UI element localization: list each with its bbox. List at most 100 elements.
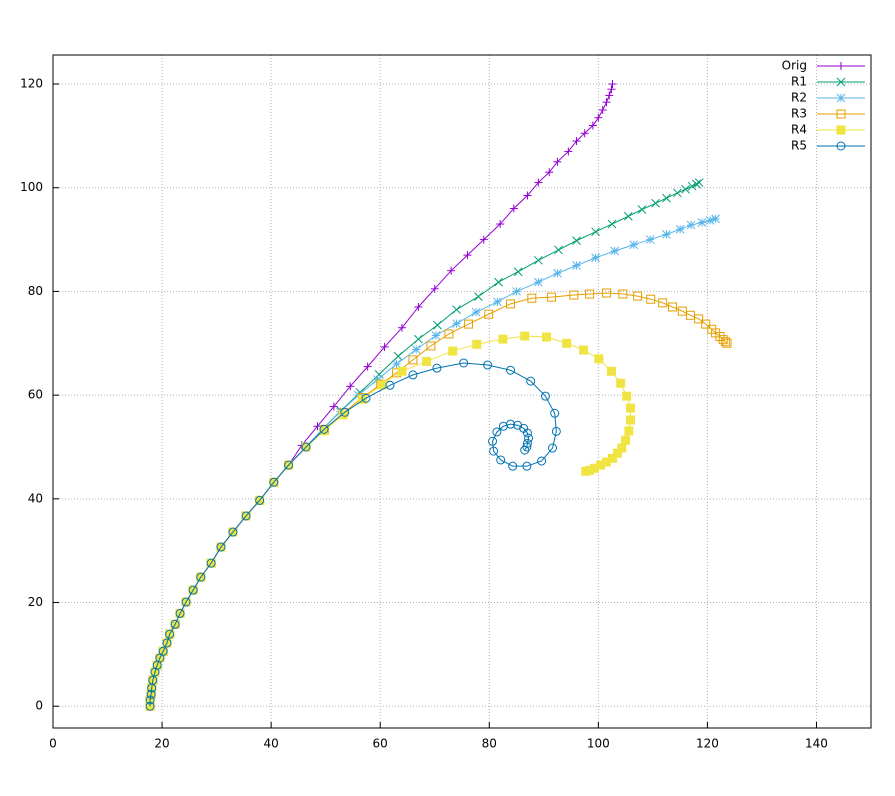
point — [720, 337, 730, 347]
point-stroke — [623, 211, 633, 221]
x-tick-label: 140 — [805, 737, 828, 751]
point-shape — [319, 424, 329, 434]
point — [572, 236, 581, 245]
point-shape — [422, 356, 432, 366]
point — [637, 205, 647, 214]
point-shape — [448, 346, 458, 356]
point — [414, 334, 423, 344]
point-stroke — [572, 261, 581, 270]
point — [459, 358, 469, 368]
point-stroke — [836, 77, 846, 87]
point — [494, 277, 503, 287]
point — [622, 391, 632, 401]
y-tick-label: 120 — [20, 77, 43, 91]
point — [284, 460, 294, 470]
point-stroke — [393, 351, 403, 361]
point — [607, 219, 617, 229]
point-shape — [162, 638, 172, 648]
point — [216, 542, 226, 552]
point — [624, 426, 634, 436]
point — [602, 98, 611, 107]
point — [452, 305, 461, 314]
point-stroke — [554, 245, 563, 255]
point — [397, 366, 407, 376]
point-stroke — [607, 219, 617, 229]
point-shape — [667, 302, 677, 312]
point — [591, 253, 600, 263]
point — [385, 380, 395, 390]
point — [509, 204, 518, 213]
point-shape — [506, 365, 516, 375]
point — [206, 558, 216, 568]
point — [408, 370, 418, 380]
point — [837, 62, 845, 70]
point — [513, 267, 523, 277]
point-stroke — [452, 305, 461, 314]
point — [562, 338, 572, 348]
point — [463, 251, 472, 260]
point — [301, 442, 311, 452]
point-stroke — [411, 345, 421, 354]
point — [145, 701, 155, 711]
point — [546, 292, 556, 302]
point — [579, 345, 589, 355]
point-stroke — [651, 198, 660, 208]
legend-label: R1 — [791, 75, 807, 89]
point — [687, 181, 697, 191]
point — [408, 355, 418, 365]
point-shape — [145, 695, 155, 705]
point-shape — [284, 460, 294, 470]
point — [508, 461, 518, 471]
point — [836, 93, 846, 103]
point — [836, 109, 846, 119]
point-shape — [488, 436, 498, 446]
point-shape — [158, 646, 168, 656]
point — [626, 415, 636, 425]
point-shape — [715, 332, 725, 342]
point-stroke — [392, 359, 401, 369]
point-stroke — [692, 179, 701, 189]
point-shape — [181, 597, 191, 607]
point — [269, 477, 279, 487]
point-shape — [506, 299, 516, 309]
point-shape — [301, 442, 311, 452]
series-line — [149, 335, 632, 707]
point — [722, 338, 732, 348]
point-shape — [464, 319, 474, 329]
point — [464, 319, 474, 329]
point — [426, 341, 436, 351]
point — [591, 227, 600, 237]
point — [524, 433, 534, 443]
point — [148, 675, 158, 685]
x-tick-label: 100 — [587, 737, 610, 751]
point — [681, 184, 690, 194]
point — [520, 445, 530, 455]
point — [196, 572, 206, 582]
point-stroke — [591, 253, 600, 263]
point — [175, 608, 185, 618]
point — [607, 85, 616, 94]
point-stroke — [513, 267, 523, 277]
point — [380, 342, 389, 351]
point — [588, 121, 597, 130]
point-shape — [520, 331, 530, 341]
point — [715, 332, 725, 342]
point-shape — [622, 391, 632, 401]
point-shape — [175, 608, 185, 618]
point-shape — [616, 378, 626, 388]
series-line — [149, 83, 614, 707]
point-stroke — [610, 246, 620, 256]
point-shape — [484, 309, 494, 319]
point-stroke — [697, 218, 707, 227]
point-stroke — [836, 93, 846, 103]
point-shape — [562, 338, 572, 348]
legend-label: R2 — [791, 91, 807, 105]
point — [346, 382, 355, 391]
point-shape — [594, 354, 604, 364]
point — [512, 287, 521, 296]
point — [836, 141, 846, 151]
point — [472, 339, 482, 349]
point — [181, 597, 191, 607]
point — [506, 365, 516, 375]
